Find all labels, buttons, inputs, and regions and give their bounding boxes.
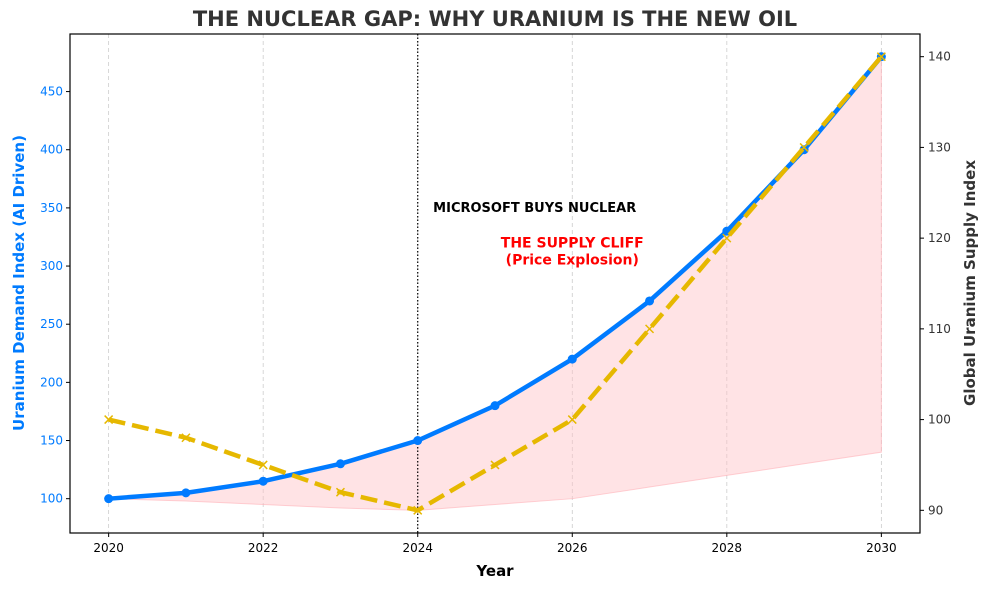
y-left-tick-label: 250: [40, 317, 63, 331]
supply-point: [181, 433, 191, 443]
y-left-tick-label: 300: [40, 259, 63, 273]
x-tick-label: 2022: [248, 541, 279, 555]
annotation-price-explosion: (Price Explosion): [506, 252, 639, 268]
y-right-tick-label: 110: [928, 322, 951, 336]
y-right-tick-label: 100: [928, 413, 951, 427]
supply-point: [413, 505, 423, 515]
supply-point: [567, 415, 577, 425]
supply-point: [645, 324, 655, 334]
gap-fill-area: [108, 55, 882, 511]
x-tick-label: 2020: [93, 541, 124, 555]
supply-point: [876, 52, 886, 62]
demand-point: [413, 436, 423, 446]
x-tick-label: 2028: [712, 541, 743, 555]
x-axis-label: Year: [475, 562, 514, 580]
y-left-tick-label: 100: [40, 492, 63, 506]
demand-point: [645, 296, 655, 306]
y-left-tick-label: 350: [40, 201, 63, 215]
annotation-microsoft: MICROSOFT BUYS NUCLEAR: [433, 201, 636, 216]
supply-point: [104, 415, 114, 425]
demand-point: [104, 494, 114, 504]
y-axis-left-label: Uranium Demand Index (AI Driven): [10, 135, 28, 431]
supply-point: [258, 460, 268, 470]
demand-point: [335, 459, 345, 469]
supply-point: [722, 233, 732, 243]
y-left-tick-label: 150: [40, 434, 63, 448]
y-right-tick-label: 140: [928, 50, 951, 64]
supply-point: [799, 142, 809, 152]
demand-point: [567, 354, 577, 364]
x-tick-label: 2030: [866, 541, 897, 555]
supply-point: [490, 460, 500, 470]
y-right-tick-label: 130: [928, 140, 951, 154]
demand-point: [490, 401, 500, 411]
y-left-tick-label: 450: [40, 85, 63, 99]
demand-point: [181, 488, 191, 498]
chart-title: THE NUCLEAR GAP: WHY URANIUM IS THE NEW …: [193, 7, 797, 31]
x-tick-label: 2024: [402, 541, 433, 555]
y-right-tick-label: 90: [928, 503, 943, 517]
y-left-tick-label: 400: [40, 143, 63, 157]
y-left-tick-label: 200: [40, 375, 63, 389]
supply-point: [335, 487, 345, 497]
y-right-tick-label: 120: [928, 231, 951, 245]
plot-frame: [69, 33, 921, 534]
demand-point: [258, 476, 268, 486]
annotation-supply-cliff: THE SUPPLY CLIFF: [501, 235, 644, 251]
x-tick-label: 2026: [557, 541, 588, 555]
y-axis-right-label: Global Uranium Supply Index: [961, 160, 979, 406]
